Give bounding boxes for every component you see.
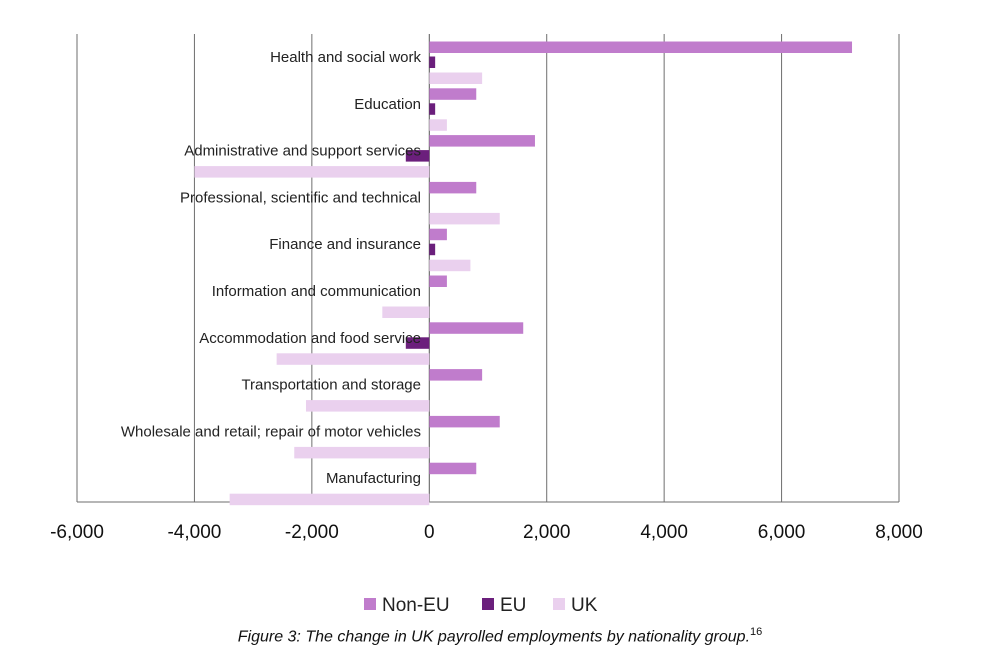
legend-swatch	[364, 598, 376, 610]
chart: Health and social work Education Administr…	[50, 34, 923, 616]
bar-eu	[429, 56, 436, 68]
bar-non-eu	[429, 415, 500, 428]
bar-eu	[429, 243, 436, 256]
bar-non-eu	[429, 275, 447, 287]
category-label: Accommodation and food service	[199, 330, 421, 347]
caption-text: Figure 3: The change in UK payrolled emp…	[237, 628, 751, 646]
category-label: Finance and insurance	[269, 236, 421, 253]
bar-non-eu	[429, 41, 853, 53]
category-label: Transportation and storage	[241, 377, 421, 394]
bar-uk	[276, 353, 430, 365]
legend-label: Non-EU	[382, 595, 450, 616]
bar-uk	[194, 166, 430, 178]
bar-non-eu	[429, 322, 524, 334]
legend-swatch	[553, 598, 565, 610]
legend-swatch	[482, 598, 494, 610]
bar-non-eu	[429, 135, 535, 147]
x-tick-label: -4,000	[167, 522, 221, 543]
category-labels: Health and social work Education Administr…	[121, 49, 422, 487]
bar-eu	[429, 103, 436, 115]
bar-eu	[405, 337, 430, 349]
x-axis-ticks: -6,000 -4,000 -2,000 0 2,000 4,000 6,000 8,000	[50, 522, 923, 543]
bars	[194, 41, 853, 506]
bar-uk	[429, 72, 483, 84]
x-tick-label: -6,000	[50, 522, 104, 543]
figure-caption: Figure 3: The change in UK payrolled emp…	[0, 626, 1000, 646]
bar-non-eu	[429, 181, 477, 194]
legend: Non-EU EU UK	[364, 595, 598, 616]
bar-non-eu	[429, 462, 477, 475]
bar-uk	[429, 119, 447, 131]
x-tick-label: 0	[424, 522, 435, 543]
x-tick-label: 8,000	[875, 522, 923, 543]
category-label: Manufacturing	[326, 470, 421, 487]
caption-footnote: 16	[750, 626, 763, 638]
category-label: Information and communication	[212, 283, 421, 300]
bar-uk	[429, 212, 500, 225]
legend-label: UK	[571, 595, 598, 616]
bar-eu	[405, 150, 430, 162]
bar-uk	[294, 446, 430, 459]
bar-uk	[429, 259, 471, 272]
bar-non-eu	[429, 88, 477, 100]
bar-non-eu	[429, 369, 483, 381]
x-tick-label: -2,000	[285, 522, 339, 543]
bar-non-eu	[429, 228, 447, 241]
bar-uk	[229, 493, 430, 506]
category-label: Administrative and support services	[184, 143, 421, 160]
category-label: Professional, scientific and technical	[180, 189, 421, 206]
legend-label: EU	[500, 595, 526, 616]
x-tick-label: 6,000	[758, 522, 806, 543]
x-tick-label: 2,000	[523, 522, 571, 543]
x-tick-label: 4,000	[640, 522, 688, 543]
category-label: Health and social work	[270, 49, 421, 66]
category-label: Education	[354, 96, 421, 113]
category-label: Wholesale and retail; repair of motor ve…	[121, 423, 421, 440]
bar-uk	[382, 306, 430, 318]
bar-uk	[305, 400, 430, 412]
